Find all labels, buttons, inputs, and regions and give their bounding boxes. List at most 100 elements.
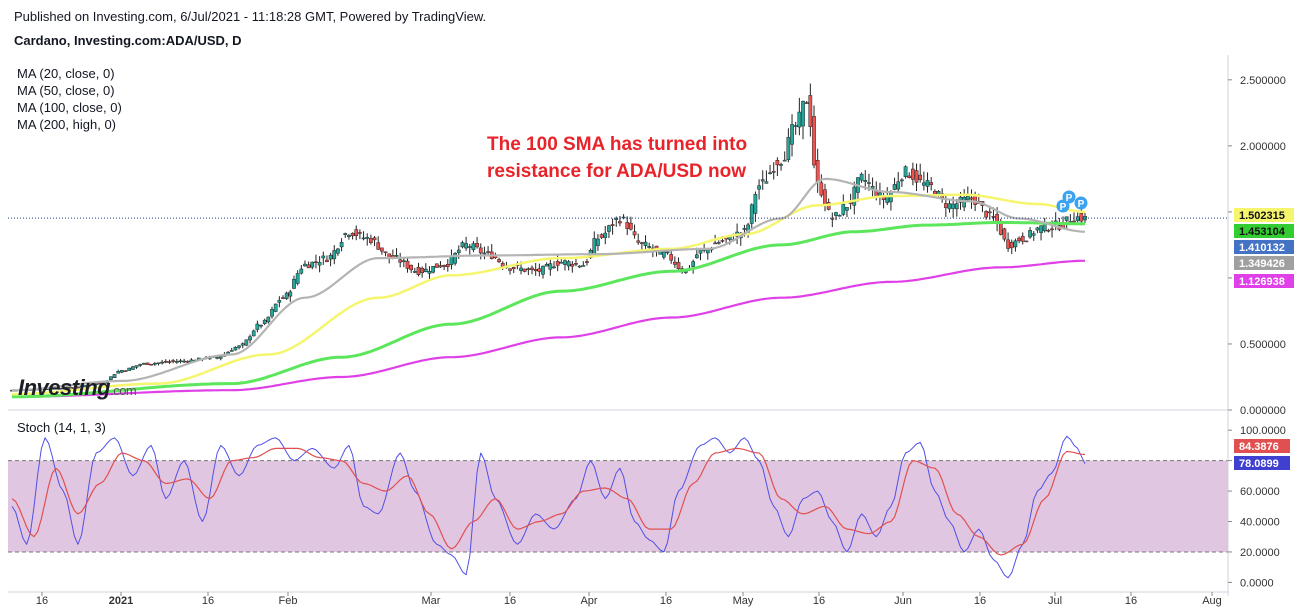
candle-up [793,125,798,127]
price-label-badge [1234,240,1294,254]
candle-up [343,233,348,235]
candle-up [757,185,761,190]
candle-down [713,242,717,245]
candle-down [610,224,615,226]
candle-down [511,267,516,270]
candle-up [797,111,802,128]
candle-down [987,211,992,214]
ma-legend: MA (20, close, 0) MA (50, close, 0) MA (… [17,65,122,133]
ma50-line [11,193,1086,396]
candle-up [453,252,457,264]
candle-up [1064,216,1069,221]
time-tick-label: Jul [1048,595,1062,607]
candle-up [72,387,77,389]
stoch-tick-label: 60.0000 [1240,486,1280,498]
candle-down [145,362,150,365]
candle-up [592,238,597,256]
candle-up [749,204,754,224]
candle-up [1035,227,1040,231]
candle-up [295,273,300,284]
candle-down [815,160,820,183]
candle-down [314,261,318,264]
candle-up [127,367,132,371]
candle-down [533,269,538,272]
candle-up [412,271,417,273]
candle-up [449,255,454,265]
candle-down [1072,220,1076,223]
candle-up [647,246,652,248]
candle-down [420,267,425,274]
candle-up [563,260,567,265]
candle-up [691,261,696,267]
candle-down [830,217,835,220]
ma100-legend-item: MA (100, close, 0) [17,100,122,115]
price-tick-label: 0.000000 [1240,405,1286,417]
candle-up [427,271,432,274]
candle-up [614,218,619,220]
time-tick-label: 16 [36,595,48,607]
candle-down [771,171,776,173]
stoch-tick-label: 0.0000 [1240,577,1274,589]
candle-up [467,246,472,248]
candle-up [321,255,326,259]
time-tick-label: 16 [202,595,214,607]
candle-down [669,254,674,261]
candle-up [947,203,952,210]
candle-up [852,186,857,206]
price-label-value: 1.410132 [1239,242,1285,254]
candle-up [541,265,545,275]
candle-up [174,361,179,363]
candle-down [804,102,809,104]
candle-down [508,268,512,271]
candle-down [625,222,630,229]
ma20-line [12,177,1086,392]
candle-down [676,262,681,269]
candle-up [87,384,91,387]
candle-up [925,180,930,187]
candle-down [76,386,80,389]
time-tick-label: Aug [1202,595,1222,607]
candle-down [61,387,66,390]
candle-up [101,382,106,385]
candle-up [760,179,765,182]
candle-down [918,174,923,180]
chart-annotation: The 100 SMA has turned into resistance f… [487,131,747,185]
candle-down [555,261,560,266]
candle-down [530,267,534,270]
candle-up [317,262,322,266]
candle-down [398,259,403,263]
candle-down [812,116,816,166]
candle-down [486,251,490,253]
candle-up [288,291,293,297]
candle-down [574,263,578,265]
candle-up [141,363,146,365]
candle-up [215,356,219,359]
candle-up [120,370,124,373]
stoch-label-badge [1234,439,1290,453]
candle-up [896,181,901,190]
candle-up [951,203,956,209]
candle-up [240,343,245,346]
time-tick-label: 2021 [109,595,133,607]
candle-up [134,365,139,368]
candle-down [984,211,988,218]
candle-down [943,203,948,208]
price-label-badge [1234,208,1294,222]
candle-down [98,383,102,385]
candle-down [991,216,996,218]
candle-down [442,265,446,267]
time-tick-label: Feb [279,595,298,607]
candle-up [954,203,959,210]
candle-down [325,259,329,263]
annotation-line-1: The 100 SMA has turned into [487,134,748,155]
investing-logo: Investing.com [18,375,137,401]
pattern-marker-label: P [1060,202,1067,213]
candle-up [292,278,296,289]
candle-up [361,237,366,240]
candle-up [596,238,600,246]
ma20-legend-item: MA (20, close, 0) [17,66,115,81]
candle-down [416,267,421,276]
candle-up [643,241,648,246]
price-label-value: 1.349426 [1239,258,1285,270]
